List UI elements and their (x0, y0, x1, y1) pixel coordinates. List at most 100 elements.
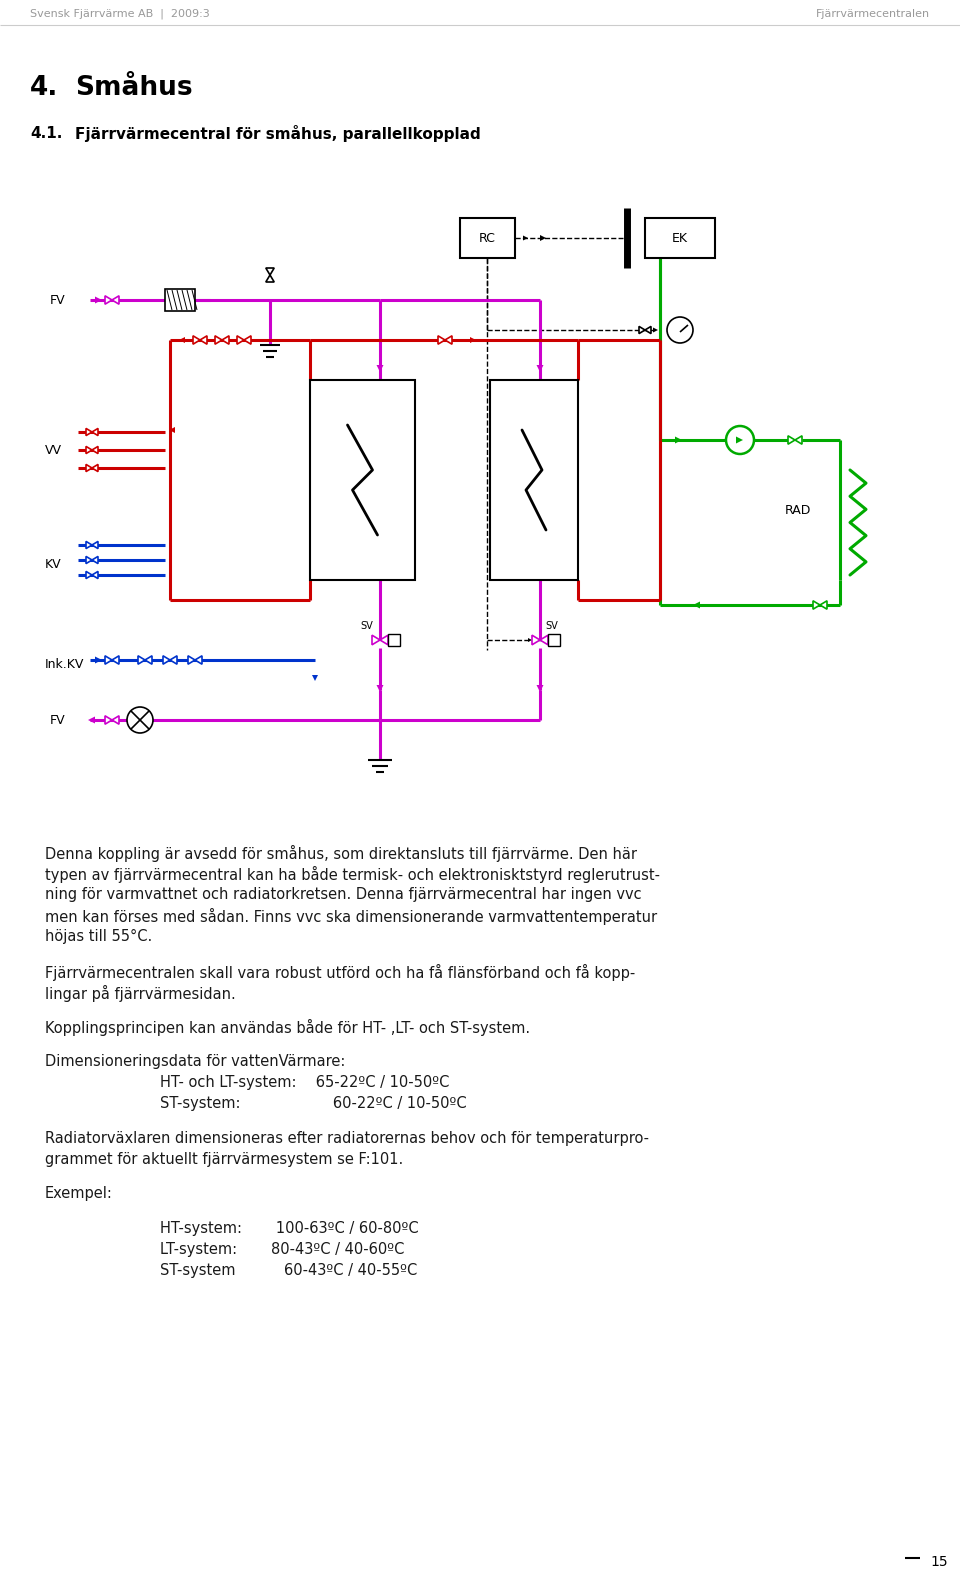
Text: SV: SV (360, 621, 372, 630)
Polygon shape (675, 437, 682, 443)
Polygon shape (92, 542, 98, 548)
Polygon shape (537, 365, 543, 372)
Polygon shape (105, 656, 112, 664)
Bar (165, 289, 195, 311)
Text: LT-system:   80-43ºC / 40-60ºC: LT-system: 80-43ºC / 40-60ºC (160, 1242, 404, 1256)
Polygon shape (645, 327, 651, 333)
Polygon shape (86, 572, 92, 578)
Polygon shape (95, 656, 102, 664)
Text: 4.1.: 4.1. (30, 127, 62, 141)
Polygon shape (88, 716, 95, 724)
Polygon shape (376, 365, 383, 372)
Bar (645, 218, 715, 257)
Text: 15: 15 (930, 1555, 948, 1569)
Polygon shape (693, 602, 700, 608)
Polygon shape (188, 656, 195, 664)
Polygon shape (540, 635, 548, 645)
Polygon shape (195, 656, 202, 664)
Text: Fjärrvärmecentralen: Fjärrvärmecentralen (816, 10, 930, 19)
Polygon shape (86, 429, 92, 435)
Polygon shape (170, 656, 177, 664)
Bar (490, 380, 578, 580)
Text: höjas till 55°C.: höjas till 55°C. (45, 929, 153, 943)
Text: lingar på fjärrvärmesidan.: lingar på fjärrvärmesidan. (45, 985, 236, 1002)
Polygon shape (86, 446, 92, 454)
Text: Exempel:: Exempel: (45, 1186, 113, 1201)
Polygon shape (266, 268, 275, 275)
Text: Dimensioneringsdata för vattenVärmare:: Dimensioneringsdata för vattenVärmare: (45, 1054, 346, 1069)
Polygon shape (92, 556, 98, 564)
Text: Fjärrvärmecentralen skall vara robust utförd och ha få flänsförband och få kopp-: Fjärrvärmecentralen skall vara robust ut… (45, 964, 636, 981)
Polygon shape (244, 335, 251, 345)
Polygon shape (470, 337, 476, 343)
Text: RC: RC (479, 232, 495, 245)
Polygon shape (179, 337, 185, 343)
Polygon shape (813, 600, 820, 610)
Polygon shape (795, 435, 802, 445)
Text: grammet för aktuellt fjärrvärmesystem se F:101.: grammet för aktuellt fjärrvärmesystem se… (45, 1151, 403, 1167)
Polygon shape (112, 656, 119, 664)
Polygon shape (95, 297, 102, 303)
Text: Fjärrvärmecentral för småhus, parallellkopplad: Fjärrvärmecentral för småhus, parallellk… (75, 125, 481, 143)
Polygon shape (86, 464, 92, 472)
Polygon shape (163, 656, 170, 664)
Polygon shape (112, 295, 119, 305)
Text: FV: FV (50, 713, 65, 726)
Text: 4.: 4. (30, 75, 59, 102)
Polygon shape (112, 716, 119, 724)
Bar (388, 634, 400, 646)
Polygon shape (540, 235, 546, 241)
Polygon shape (193, 335, 200, 345)
Text: RAD: RAD (785, 503, 811, 516)
Text: Ink.KV: Ink.KV (45, 659, 84, 672)
Polygon shape (145, 656, 152, 664)
Polygon shape (92, 464, 98, 472)
Polygon shape (380, 635, 388, 645)
Polygon shape (222, 335, 229, 345)
Polygon shape (736, 437, 743, 443)
Polygon shape (138, 656, 145, 664)
Polygon shape (532, 635, 540, 645)
Polygon shape (639, 327, 645, 333)
Text: ST-system:       60-22ºC / 10-50ºC: ST-system: 60-22ºC / 10-50ºC (160, 1096, 467, 1112)
Text: typen av fjärrvärmecentral kan ha både termisk- och elektronisktstyrd reglerutru: typen av fjärrvärmecentral kan ha både t… (45, 865, 660, 883)
Polygon shape (788, 435, 795, 445)
Text: Svensk Fjärrvärme AB  |  2009:3: Svensk Fjärrvärme AB | 2009:3 (30, 10, 209, 19)
Polygon shape (237, 335, 244, 345)
Polygon shape (92, 446, 98, 454)
Polygon shape (92, 429, 98, 435)
Text: HT- och LT-system:  65-22ºC / 10-50ºC: HT- och LT-system: 65-22ºC / 10-50ºC (160, 1075, 449, 1089)
Polygon shape (537, 684, 543, 692)
Polygon shape (92, 572, 98, 578)
Text: ST-system    60-43ºC / 40-55ºC: ST-system 60-43ºC / 40-55ºC (160, 1262, 418, 1278)
Polygon shape (86, 556, 92, 564)
Text: Småhus: Småhus (75, 75, 193, 102)
Text: KV: KV (45, 559, 61, 572)
Text: FV: FV (50, 294, 65, 306)
Polygon shape (86, 542, 92, 548)
Polygon shape (523, 235, 528, 240)
Polygon shape (820, 600, 827, 610)
Polygon shape (376, 684, 383, 692)
Circle shape (667, 318, 693, 343)
Polygon shape (445, 335, 452, 345)
Polygon shape (105, 295, 112, 305)
Text: Denna koppling är avsedd för småhus, som direktansluts till fjärrvärme. Den här: Denna koppling är avsedd för småhus, som… (45, 845, 637, 862)
Polygon shape (528, 638, 532, 642)
Polygon shape (312, 675, 318, 681)
Polygon shape (200, 335, 207, 345)
Polygon shape (105, 716, 112, 724)
Text: Kopplingsprincipen kan användas både för HT- ,LT- och ST-system.: Kopplingsprincipen kan användas både för… (45, 1019, 530, 1037)
Polygon shape (266, 275, 275, 283)
Text: SV: SV (545, 621, 558, 630)
Polygon shape (169, 427, 175, 434)
Text: VV: VV (45, 443, 62, 456)
Text: men kan förses med sådan. Finns vvc ska dimensionerande varmvattentemperatur: men kan förses med sådan. Finns vvc ska … (45, 908, 658, 926)
Bar (310, 380, 415, 580)
Text: Radiatorväxlaren dimensioneras efter radiatorernas behov och för temperaturpro-: Radiatorväxlaren dimensioneras efter rad… (45, 1131, 649, 1145)
Polygon shape (372, 635, 380, 645)
Bar (548, 634, 560, 646)
Polygon shape (438, 335, 445, 345)
Circle shape (127, 707, 153, 734)
Text: ning för varmvattnet och radiatorkretsen. Denna fjärrvärmecentral har ingen vvc: ning för varmvattnet och radiatorkretsen… (45, 888, 641, 902)
